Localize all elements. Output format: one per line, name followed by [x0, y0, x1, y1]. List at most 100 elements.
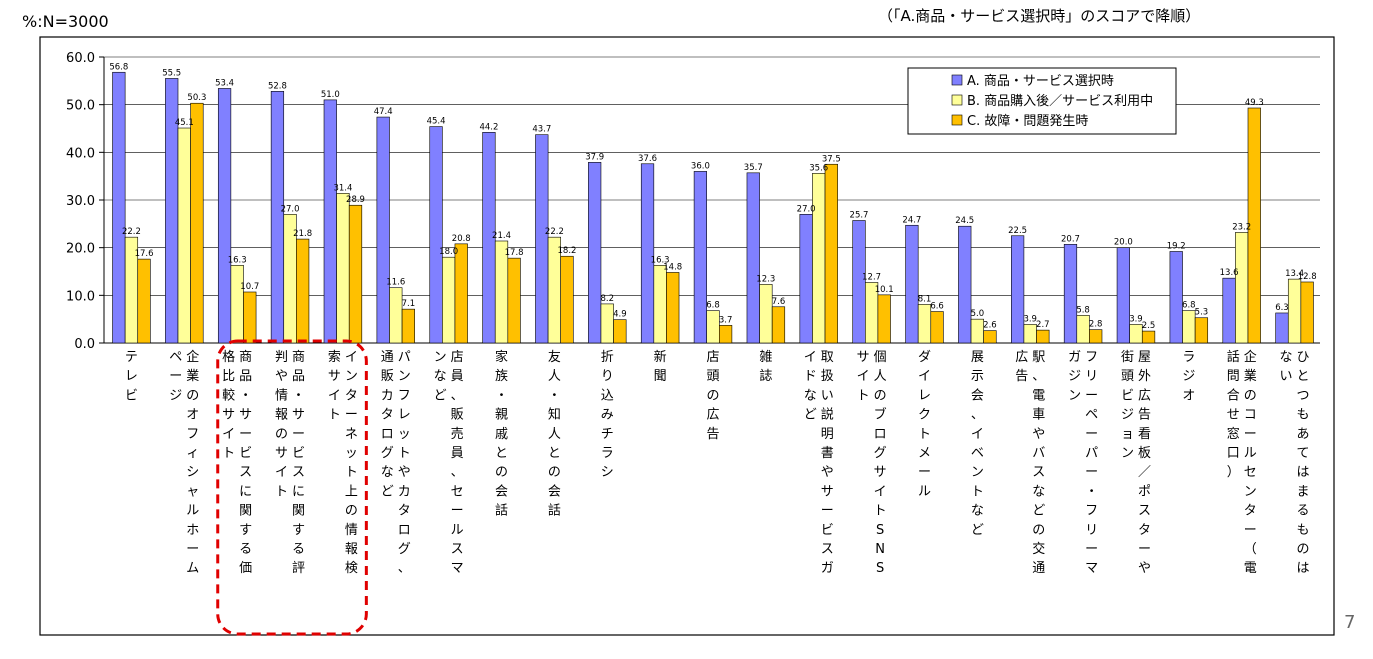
- value-label: 13.4: [1285, 269, 1304, 279]
- value-label: 12.3: [756, 274, 775, 284]
- value-label: 8.2: [600, 294, 614, 304]
- value-label: 37.6: [638, 154, 657, 164]
- category-label: 屋外広告看板／ポスターや: [1138, 350, 1151, 576]
- bar-b: [1182, 310, 1196, 344]
- bar-a: [535, 134, 549, 344]
- category-label: ガジン: [1068, 350, 1081, 403]
- category-label: 取扱い説明書やサービスガ: [821, 350, 834, 576]
- sort-order-note: （「A.商品・サービス選択時」のスコアで降順）: [878, 7, 1201, 25]
- value-label: 12.8: [1298, 272, 1317, 282]
- bar-b: [389, 287, 403, 344]
- value-label: 18.2: [558, 246, 577, 256]
- value-label: 53.4: [215, 78, 234, 88]
- bar-a: [1222, 277, 1236, 344]
- bar-c: [718, 325, 733, 344]
- value-label: 4.9: [613, 310, 627, 320]
- value-label: 3.9: [1129, 314, 1143, 324]
- category-label: インターネット上の情報検: [345, 350, 358, 576]
- value-label: 20.7: [1061, 234, 1080, 244]
- category-label: 雑誌: [759, 349, 772, 384]
- bar-a: [1116, 247, 1130, 344]
- value-label: 25.7: [850, 210, 869, 220]
- bar-c: [1300, 281, 1314, 344]
- bar-b: [759, 284, 773, 344]
- bar-c: [613, 319, 627, 344]
- value-label: 31.4: [333, 183, 352, 193]
- y-tick-label: 40.0: [66, 146, 95, 161]
- bar-c: [983, 330, 997, 344]
- y-tick-label: 30.0: [66, 194, 95, 209]
- bar-c: [1194, 317, 1209, 344]
- bar-b: [177, 127, 191, 344]
- bar-a: [1011, 235, 1025, 344]
- bar-b: [917, 304, 932, 344]
- bar-c: [243, 291, 257, 344]
- value-label: 6.6: [930, 302, 944, 312]
- legend-swatch: [951, 114, 963, 126]
- value-label: 8.1: [918, 294, 932, 304]
- category-label: サイト: [857, 350, 870, 403]
- bar-b: [812, 173, 826, 344]
- category-label: ない: [1280, 350, 1293, 384]
- bar-c: [454, 243, 468, 344]
- value-label: 2.7: [1036, 320, 1050, 330]
- category-label: 展示会、イベントなど: [971, 350, 984, 538]
- value-label: 23.2: [1232, 222, 1251, 232]
- category-label: 企業のコールセンター（電: [1244, 349, 1257, 576]
- legend: A. 商品・サービス選択時 B. 商品購入後／サービス利用中 C. 故障・問題発生時: [907, 67, 1177, 135]
- bar-b: [1287, 278, 1302, 344]
- bar-c: [401, 308, 415, 344]
- bar-c: [348, 204, 363, 344]
- value-label: 17.8: [505, 248, 524, 258]
- category-label: 街頭ビジョン: [1121, 350, 1134, 461]
- bar-a: [270, 91, 285, 344]
- value-label: 11.6: [386, 278, 405, 288]
- category-label: 格比較サイト: [222, 349, 235, 461]
- value-label: 50.3: [187, 93, 206, 103]
- value-label: 21.4: [492, 231, 511, 241]
- category-label: 店頭の広告: [706, 350, 719, 442]
- value-label: 7.6: [772, 297, 786, 307]
- category-label: 新聞: [654, 349, 667, 384]
- value-label: 43.7: [532, 125, 551, 135]
- value-label: 16.3: [228, 255, 247, 265]
- bar-a: [1275, 312, 1289, 344]
- value-label: 3.7: [719, 315, 733, 325]
- value-label: 56.8: [109, 62, 128, 72]
- value-label: 2.8: [1089, 320, 1103, 330]
- bar-a: [693, 171, 707, 344]
- category-label: 企業のオフィシャルホーム: [186, 349, 199, 576]
- bar-c: [137, 258, 151, 344]
- value-label: 49.3: [1245, 98, 1264, 108]
- category-label: テレビ: [125, 350, 138, 403]
- legend-swatch: [951, 74, 963, 86]
- bar-a: [112, 71, 126, 344]
- bar-c: [1036, 329, 1050, 344]
- bar-c: [190, 102, 204, 344]
- bar-c: [771, 306, 786, 344]
- value-label: 18.0: [439, 247, 458, 257]
- bar-c: [296, 238, 310, 344]
- value-label: 35.7: [744, 163, 763, 173]
- value-label: 45.4: [427, 117, 446, 127]
- legend-swatch: [951, 94, 963, 106]
- value-label: 22.5: [1008, 226, 1027, 236]
- y-tick-label: 20.0: [66, 242, 95, 257]
- value-label: 10.7: [240, 282, 259, 292]
- bar-b: [653, 265, 667, 344]
- bar-b: [230, 265, 244, 344]
- value-label: 13.6: [1220, 268, 1239, 278]
- bar-c: [1089, 329, 1103, 344]
- highlight-group: [216, 339, 368, 636]
- value-label: 52.8: [268, 81, 287, 91]
- value-label: 22.2: [545, 227, 564, 237]
- category-label: 判や情報のサイト: [275, 350, 288, 499]
- bar-a: [746, 172, 760, 344]
- bars-group: [112, 71, 1314, 344]
- bar-c: [1247, 107, 1261, 344]
- category-label: フリーペーパー・フリーマ: [1085, 350, 1098, 576]
- category-label: ダイレクトメール: [918, 350, 931, 499]
- y-tick-label: 0.0: [74, 337, 95, 352]
- value-label: 24.5: [955, 216, 974, 226]
